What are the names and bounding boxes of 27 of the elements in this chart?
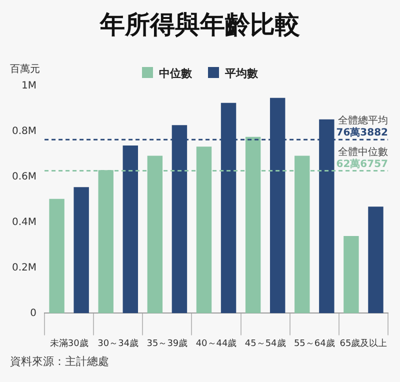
x-tick-label: 45～54歲 xyxy=(244,338,286,349)
chart-title: 年所得與年齡比較 xyxy=(98,9,301,41)
x-tick-label: 30～34歲 xyxy=(98,338,139,349)
source-note: 資料來源：主計總處 xyxy=(10,354,109,369)
ref-line-label: 全體中位數 xyxy=(338,146,388,158)
bar xyxy=(74,187,89,314)
x-tick-label: 65歲及以上 xyxy=(340,338,388,349)
ref-line-label: 全體總平均 xyxy=(338,114,388,127)
y-tick-label: 0.6M xyxy=(12,171,37,182)
y-tick-label: 1M xyxy=(22,80,37,92)
y-tick-label: 0.8M xyxy=(12,126,37,138)
bar xyxy=(122,146,138,314)
legend-label: 平均數 xyxy=(225,67,258,80)
x-tick-label: 55～64歲 xyxy=(294,338,335,349)
bar xyxy=(344,236,359,314)
x-tick-label: 未滿30歲 xyxy=(50,338,88,349)
bar xyxy=(368,206,384,314)
bar xyxy=(49,198,64,314)
y-axis-title: 百萬元 xyxy=(10,63,40,75)
x-tick-label: 40～44歲 xyxy=(196,338,237,349)
y-tick-label: 0.4M xyxy=(12,216,37,228)
y-tick-label: 0.2M xyxy=(12,262,37,274)
annotation: 62萬6757 xyxy=(336,158,388,170)
legend-label: 中位數 xyxy=(159,67,192,80)
annotation: 76萬3882 xyxy=(336,126,388,139)
y-tick-label: 0 xyxy=(30,308,37,319)
x-tick-label: 35～39歲 xyxy=(146,338,188,349)
